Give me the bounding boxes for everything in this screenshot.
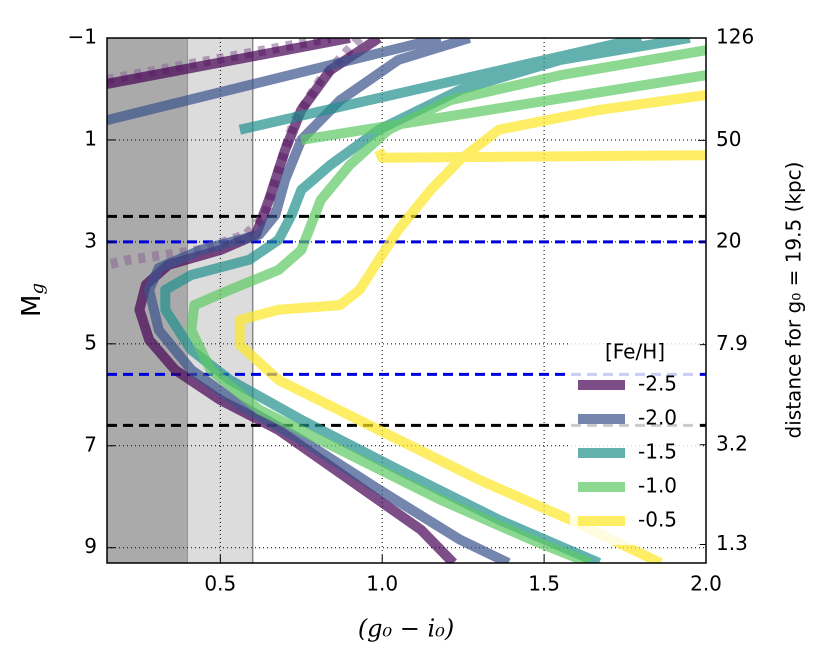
x-tick-label: 1.5 <box>528 572 560 596</box>
x-tick-label: 0.5 <box>204 572 236 596</box>
y-tick-label: 3 <box>84 228 97 252</box>
legend-title: [Fe/H] <box>605 340 665 364</box>
y2-tick-label: 50 <box>716 127 741 151</box>
legend-label: -2.0 <box>638 406 677 430</box>
y-tick-label: 1 <box>84 126 97 150</box>
plot-frame <box>106 37 707 564</box>
legend-label: -1.5 <box>638 440 677 464</box>
x-tick-label: 2.0 <box>690 572 722 596</box>
isochrone-line <box>234 90 706 563</box>
series-layer <box>107 38 706 563</box>
x-axis-label: (g₀ − i₀) <box>358 615 454 643</box>
y-tick-label: 9 <box>84 534 97 558</box>
y2-tick-label: 1.3 <box>716 531 748 555</box>
y-tick-label: 7 <box>84 432 97 456</box>
y2-axis-label: distance for g₀ = 19.5 (kpc) <box>782 162 806 439</box>
y-tick-label: 5 <box>84 330 97 354</box>
y-tick-label: −1 <box>68 25 97 49</box>
y2-tick-label: 7.9 <box>716 331 748 355</box>
y2-tick-label: 3.2 <box>716 431 748 455</box>
isochrone-line <box>107 38 511 563</box>
axes-layer: 0.5 1.0 1.5 2.0 −1 1 3 5 7 9 126 50 20 7.9 3.2 1.3 [Fe/H… <box>68 25 755 596</box>
y-label-sub: g <box>27 283 48 295</box>
legend-label: -0.5 <box>638 508 677 532</box>
y-axis-label: Mg <box>17 283 49 317</box>
legend-box <box>570 335 700 545</box>
y2-tick-label: 20 <box>716 228 741 252</box>
legend-label: -1.0 <box>638 474 677 498</box>
x-tick-label: 1.0 <box>366 572 398 596</box>
legend-label: -2.5 <box>638 372 677 396</box>
y2-tick-label: 126 <box>716 25 754 49</box>
isochrone-line <box>186 45 706 563</box>
y-label-main: M <box>17 295 47 317</box>
